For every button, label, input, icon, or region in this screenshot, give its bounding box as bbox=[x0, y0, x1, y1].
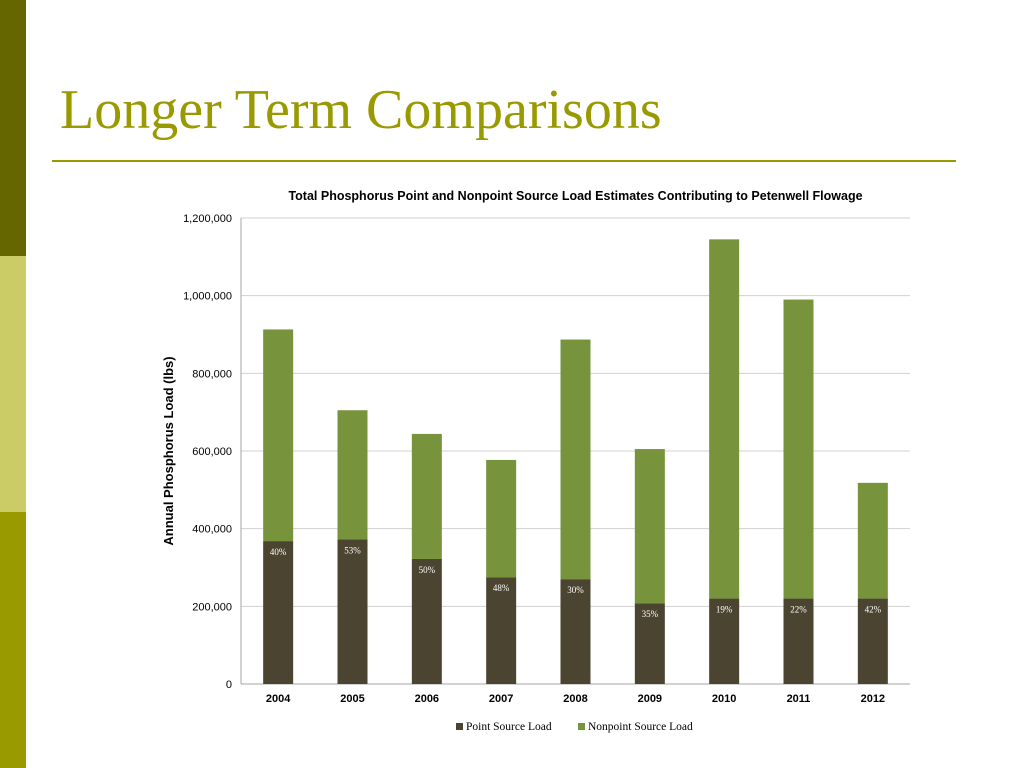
x-tick-label: 2011 bbox=[787, 693, 811, 705]
y-tick-label: 1,200,000 bbox=[183, 213, 232, 225]
percent-label: 22% bbox=[790, 605, 807, 615]
percent-label: 40% bbox=[270, 547, 287, 557]
bar-nonpoint-source-2011 bbox=[783, 299, 814, 599]
y-tick-label: 800,000 bbox=[192, 368, 232, 380]
x-tick-label: 2005 bbox=[340, 693, 364, 705]
x-tick-label: 2010 bbox=[712, 693, 736, 705]
x-tick-label: 2009 bbox=[638, 693, 662, 705]
percent-label: 35% bbox=[642, 609, 659, 619]
percent-label: 19% bbox=[716, 605, 733, 615]
percent-label: 50% bbox=[419, 565, 436, 575]
slide-sidebar bbox=[0, 0, 26, 768]
bar-point-source-2011 bbox=[783, 598, 814, 684]
legend-label: Point Source Load bbox=[466, 721, 552, 733]
bar-nonpoint-source-2005 bbox=[337, 410, 368, 540]
bar-nonpoint-source-2006 bbox=[411, 433, 442, 559]
y-tick-label: 600,000 bbox=[192, 446, 232, 458]
x-tick-label: 2008 bbox=[563, 693, 587, 705]
percent-label: 30% bbox=[567, 585, 584, 595]
legend-swatch-0 bbox=[456, 723, 463, 730]
bar-nonpoint-source-2010 bbox=[709, 239, 740, 599]
chart-title: Total Phosphorus Point and Nonpoint Sour… bbox=[288, 189, 862, 203]
legend-swatch-1 bbox=[578, 723, 585, 730]
y-tick-label: 0 bbox=[226, 679, 232, 691]
x-tick-label: 2004 bbox=[266, 693, 291, 705]
bar-point-source-2004 bbox=[263, 541, 294, 684]
bar-nonpoint-source-2012 bbox=[857, 482, 888, 599]
legend-label: Nonpoint Source Load bbox=[588, 721, 693, 733]
percent-label: 53% bbox=[344, 546, 361, 556]
sidebar-segment-bottom bbox=[0, 512, 26, 768]
title-divider bbox=[52, 160, 956, 162]
x-tick-label: 2006 bbox=[415, 693, 439, 705]
percent-label: 48% bbox=[493, 583, 510, 593]
bar-point-source-2008 bbox=[560, 579, 591, 684]
sidebar-segment-top bbox=[0, 0, 26, 256]
bar-point-source-2005 bbox=[337, 539, 368, 684]
bar-point-source-2012 bbox=[857, 598, 888, 684]
bar-nonpoint-source-2004 bbox=[263, 329, 294, 542]
bar-point-source-2007 bbox=[486, 577, 517, 684]
x-tick-label: 2012 bbox=[861, 693, 885, 705]
bar-point-source-2009 bbox=[634, 603, 665, 684]
sidebar-segment-middle bbox=[0, 256, 26, 512]
bar-nonpoint-source-2007 bbox=[486, 459, 517, 578]
bar-point-source-2010 bbox=[709, 598, 740, 684]
x-tick-label: 2007 bbox=[489, 693, 513, 705]
slide-title: Longer Term Comparisons bbox=[60, 79, 662, 141]
bar-nonpoint-source-2008 bbox=[560, 339, 591, 580]
bar-point-source-2006 bbox=[411, 558, 442, 684]
percent-label: 42% bbox=[865, 605, 882, 615]
y-axis-label: Annual Phosphorus Load (lbs) bbox=[161, 356, 176, 545]
y-tick-label: 1,000,000 bbox=[183, 291, 232, 303]
bar-nonpoint-source-2009 bbox=[634, 449, 665, 604]
y-tick-label: 400,000 bbox=[192, 524, 232, 536]
y-tick-label: 200,000 bbox=[192, 601, 232, 613]
